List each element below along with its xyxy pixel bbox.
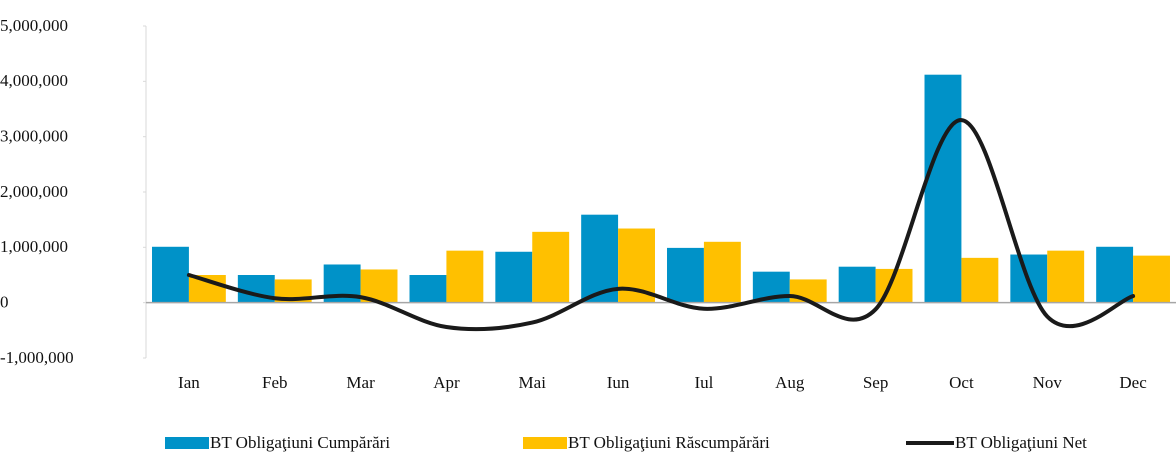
legend-swatch	[165, 437, 209, 449]
bar	[1133, 255, 1170, 303]
bar	[961, 257, 999, 303]
y-tick-label: 4,000,000	[0, 71, 68, 90]
x-tick-label: Aug	[775, 373, 805, 392]
bar	[667, 247, 704, 303]
y-tick-label: 1,000,000	[0, 237, 68, 256]
x-tick-label: Sep	[863, 373, 889, 392]
x-tick-label: Nov	[1033, 373, 1063, 392]
legend-label: BT Obligaţiuni Răscumpărări	[568, 433, 770, 452]
bar	[446, 250, 484, 303]
bar	[838, 266, 876, 303]
y-tick-label: 3,000,000	[0, 127, 68, 146]
x-tick-label: Mar	[346, 373, 375, 392]
x-tick-label: Apr	[433, 373, 460, 392]
bar	[924, 74, 962, 303]
bar	[1096, 246, 1134, 303]
bar	[1047, 250, 1085, 303]
y-tick-label: 2,000,000	[0, 182, 68, 201]
y-tick-label: 5,000,000	[0, 16, 68, 35]
net-line	[186, 118, 1136, 332]
x-tick-label: Feb	[262, 373, 288, 392]
x-tick-label: Mai	[519, 373, 547, 392]
y-tick-label: -1,000,000	[0, 348, 74, 367]
legend-swatch	[523, 437, 567, 449]
bar	[409, 275, 447, 303]
bar	[532, 231, 570, 303]
legend-label: BT Obligaţiuni Cumpărări	[210, 433, 390, 452]
bar	[495, 251, 533, 303]
bar	[152, 246, 189, 303]
bar	[703, 241, 741, 303]
x-tick-label: Iun	[607, 373, 630, 392]
x-tick-label: Iul	[694, 373, 713, 392]
x-tick-label: Oct	[949, 373, 974, 392]
x-tick-label: Dec	[1119, 373, 1147, 392]
x-tick-label: Ian	[178, 373, 200, 392]
y-tick-label: 0	[0, 293, 9, 312]
legend-label: BT Obligaţiuni Net	[955, 433, 1087, 452]
